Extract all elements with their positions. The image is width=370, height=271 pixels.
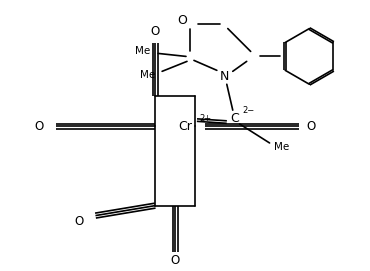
Text: Me: Me	[135, 46, 150, 56]
Text: O: O	[34, 120, 43, 133]
Text: N: N	[220, 70, 229, 83]
Text: Cr: Cr	[178, 120, 192, 133]
Text: O: O	[74, 215, 84, 228]
Text: Me: Me	[273, 142, 289, 152]
Text: 2−: 2−	[243, 106, 255, 115]
Text: O: O	[171, 254, 180, 267]
Text: O: O	[177, 14, 187, 27]
Text: C: C	[231, 112, 239, 125]
Text: Me: Me	[140, 70, 155, 80]
Text: 2+: 2+	[199, 114, 211, 122]
Text: O: O	[307, 120, 316, 133]
Text: O: O	[151, 25, 160, 38]
